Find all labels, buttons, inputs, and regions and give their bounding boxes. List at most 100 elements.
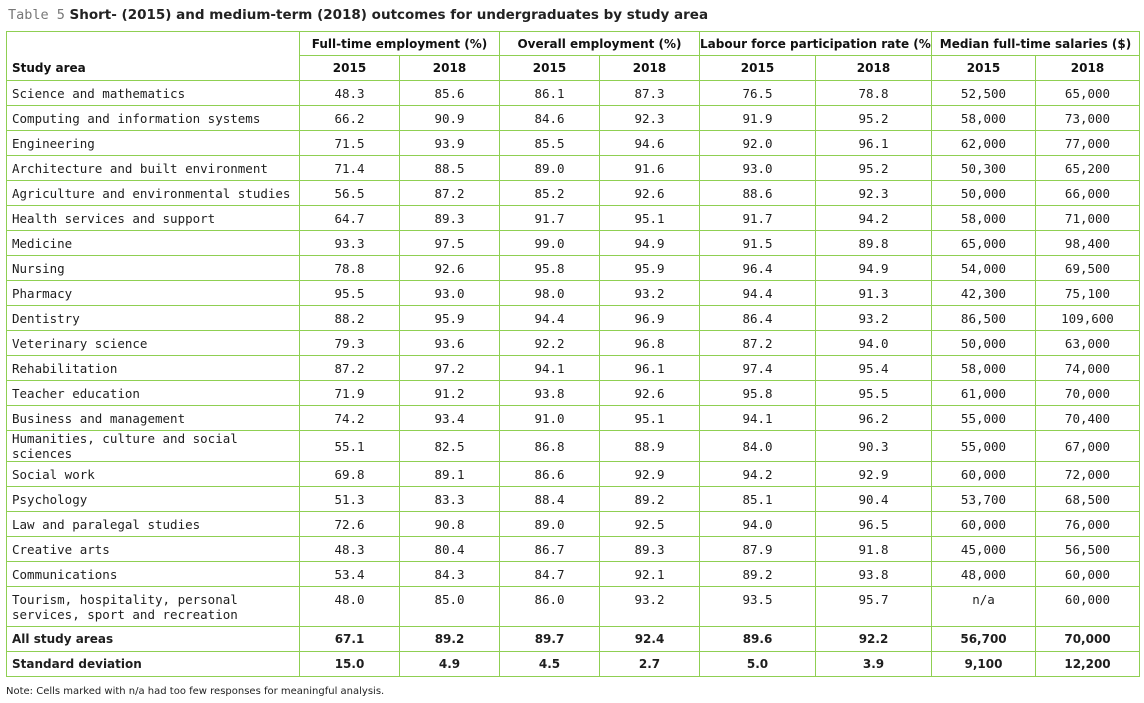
value-cell: 74.2 (299, 405, 400, 431)
value-cell: 68,500 (1034, 486, 1141, 512)
table-caption: Table 5 Short- (2015) and medium-term (2… (8, 5, 708, 25)
value-cell: 61,000 (931, 380, 1036, 406)
value-cell: 94.4 (699, 280, 816, 306)
value-cell: 5.0 (699, 651, 816, 677)
table-row: Creative arts 48.3 80.4 86.7 89.3 87.9 91.8 45,… (6, 536, 1141, 562)
value-cell: 75,100 (1034, 280, 1141, 306)
value-cell: 89.7 (499, 626, 600, 652)
table-row: Dentistry 88.2 95.9 94.4 96.9 86.4 93.2 86,500 1… (6, 305, 1141, 331)
value-cell: 95.9 (599, 255, 700, 281)
value-cell: 90.3 (815, 430, 932, 462)
value-cell: 85.2 (499, 180, 600, 206)
value-cell: 80.4 (399, 536, 500, 562)
study-area-cell: Communications (6, 561, 300, 587)
value-cell: 92.5 (599, 511, 700, 537)
value-cell: 89.2 (699, 561, 816, 587)
value-cell: 64.7 (299, 205, 400, 231)
value-cell: 88.5 (399, 155, 500, 181)
value-cell: 62,000 (931, 130, 1036, 156)
value-cell: n/a (931, 586, 1036, 627)
value-cell: 92.2 (815, 626, 932, 652)
value-cell: 84.0 (699, 430, 816, 462)
study-area-cell: Pharmacy (6, 280, 300, 306)
value-cell: 55.1 (299, 430, 400, 462)
value-cell: 92.9 (599, 461, 700, 487)
study-area-cell: All study areas (6, 626, 300, 652)
value-cell: 78.8 (815, 80, 932, 106)
value-cell: 58,000 (931, 355, 1036, 381)
study-area-cell: Teacher education (6, 380, 300, 406)
study-area-cell: Business and management (6, 405, 300, 431)
table-row: Engineering 71.5 93.9 85.5 94.6 92.0 96.1 62,00… (6, 130, 1141, 156)
outcomes-table: Study area Full-time employment (%) Over… (6, 31, 1141, 677)
study-area-cell: Health services and support (6, 205, 300, 231)
table-row: Humanities, culture and social sciences 5… (6, 430, 1141, 462)
value-cell: 93.8 (499, 380, 600, 406)
value-cell: 97.2 (399, 355, 500, 381)
value-cell: 91.9 (699, 105, 816, 131)
value-cell: 92.0 (699, 130, 816, 156)
value-cell: 88.4 (499, 486, 600, 512)
value-cell: 95.2 (815, 155, 932, 181)
value-cell: 92.3 (599, 105, 700, 131)
table-row: Medicine 93.3 97.5 99.0 94.9 91.5 89.8 65,000 98… (6, 230, 1141, 256)
value-cell: 77,000 (1034, 130, 1141, 156)
table-row: Psychology 51.3 83.3 88.4 89.2 85.1 90.4 53,700… (6, 486, 1141, 512)
value-cell: 60,000 (931, 461, 1036, 487)
group-header: Full-time employment (%) (299, 31, 500, 56)
value-cell: 86.7 (499, 536, 600, 562)
value-cell: 91.2 (399, 380, 500, 406)
value-cell: 109,600 (1034, 305, 1141, 331)
value-cell: 89.3 (399, 205, 500, 231)
value-cell: 69.8 (299, 461, 400, 487)
value-cell: 2.7 (599, 651, 700, 677)
value-cell: 56,700 (931, 626, 1036, 652)
value-cell: 86.6 (499, 461, 600, 487)
value-cell: 95.8 (499, 255, 600, 281)
value-cell: 94.1 (499, 355, 600, 381)
value-cell: 87.2 (299, 355, 400, 381)
value-cell: 56.5 (299, 180, 400, 206)
study-area-cell: Agriculture and environmental studies (6, 180, 300, 206)
value-cell: 71.4 (299, 155, 400, 181)
value-cell: 52,500 (931, 80, 1036, 106)
value-cell: 97.4 (699, 355, 816, 381)
value-cell: 55,000 (931, 405, 1036, 431)
value-cell: 54,000 (931, 255, 1036, 281)
table-row: Science and mathematics 48.3 85.6 86.1 87.3 7… (6, 80, 1141, 106)
value-cell: 90.4 (815, 486, 932, 512)
table-number: Table 5 (8, 7, 65, 23)
value-cell: 72.6 (299, 511, 400, 537)
value-cell: 91.7 (499, 205, 600, 231)
year-header: 2015 (499, 55, 600, 81)
year-header: 2018 (815, 55, 932, 81)
table-row: Tourism, hospitality, personal services,… (6, 586, 1141, 627)
value-cell: 94.9 (599, 230, 700, 256)
year-header: 2018 (1034, 55, 1141, 81)
table-row: Health services and support 64.7 89.3 91.7 9… (6, 205, 1141, 231)
table-row: Pharmacy 95.5 93.0 98.0 93.2 94.4 91.3 42,300 75… (6, 280, 1141, 306)
value-cell: 92.3 (815, 180, 932, 206)
value-cell: 60,000 (1034, 586, 1141, 627)
value-cell: 71,000 (1034, 205, 1141, 231)
value-cell: 85.5 (499, 130, 600, 156)
value-cell: 93.8 (815, 561, 932, 587)
value-cell: 12,200 (1034, 651, 1141, 677)
study-area-cell: Medicine (6, 230, 300, 256)
value-cell: 98,400 (1034, 230, 1141, 256)
value-cell: 69,500 (1034, 255, 1141, 281)
value-cell: 93.2 (815, 305, 932, 331)
value-cell: 97.5 (399, 230, 500, 256)
value-cell: 93.4 (399, 405, 500, 431)
value-cell: 50,000 (931, 180, 1036, 206)
value-cell: 58,000 (931, 105, 1036, 131)
summary-row: Standard deviation 15.0 4.9 4.5 2.7 5.0 3.9 9,1… (6, 651, 1141, 677)
value-cell: 90.9 (399, 105, 500, 131)
value-cell: 93.0 (699, 155, 816, 181)
year-header: 2015 (299, 55, 400, 81)
study-area-cell: Architecture and built environment (6, 155, 300, 181)
study-area-cell: Veterinary science (6, 330, 300, 356)
value-cell: 42,300 (931, 280, 1036, 306)
study-area-cell: Dentistry (6, 305, 300, 331)
value-cell: 88.9 (599, 430, 700, 462)
